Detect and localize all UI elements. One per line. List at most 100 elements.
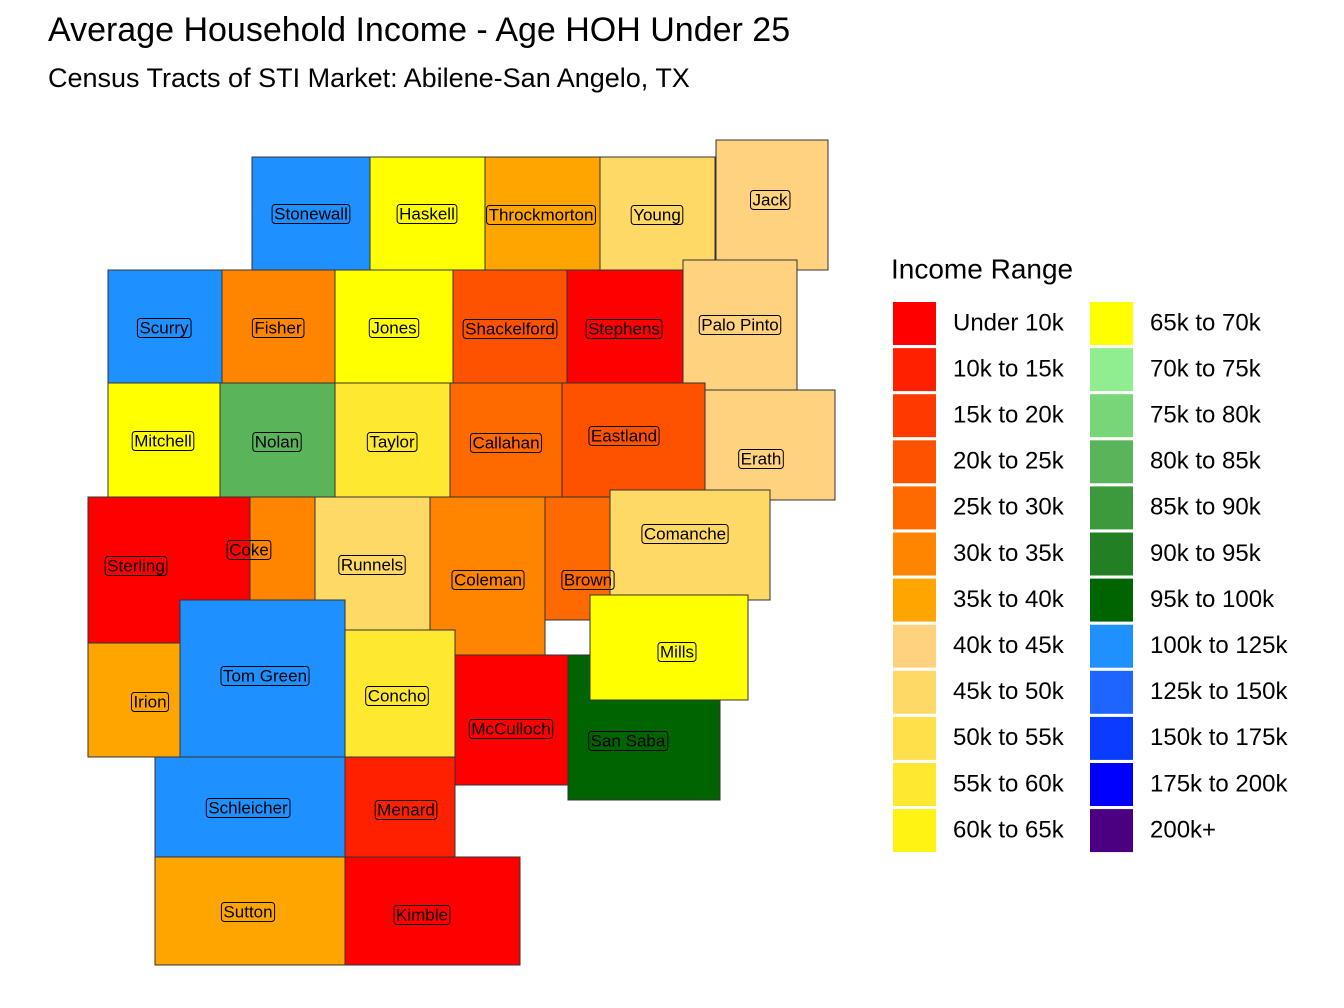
legend-swatch (1090, 670, 1133, 714)
county-label: Eastland (591, 426, 657, 445)
county-label: Brown (564, 570, 612, 589)
county-label-box (393, 904, 451, 925)
county-area (334, 269, 454, 384)
county-area (369, 156, 486, 271)
county-area (449, 382, 563, 498)
legend-swatch (893, 716, 936, 760)
legend-swatch (893, 763, 936, 806)
county-label-box (641, 523, 729, 544)
county-area (219, 382, 336, 498)
county-label: Callahan (472, 433, 539, 452)
county-label-box (205, 797, 291, 818)
county-label-box (630, 204, 684, 225)
county-label: Fisher (254, 318, 302, 337)
county-label-box (588, 425, 660, 446)
county-label: Kimble (396, 905, 448, 924)
title: Average Household Income - Age HOH Under… (48, 11, 790, 49)
county-area (179, 599, 346, 758)
legend-label: 90k to 95k (1150, 540, 1262, 567)
county-label: Mills (660, 642, 694, 661)
county-label-box (338, 554, 406, 575)
county-label: Palo Pinto (701, 315, 779, 334)
legend-label: 85k to 90k (1150, 494, 1262, 521)
county-label: McCulloch (471, 719, 550, 738)
county-label-box (220, 665, 310, 686)
legend-swatch (893, 624, 936, 668)
legend-label: 25k to 30k (953, 494, 1065, 521)
legend-label: Under 10k (953, 309, 1065, 336)
county-label: Coleman (454, 570, 522, 589)
county-area (107, 382, 221, 498)
county-label: Tom Green (223, 666, 307, 685)
county-label-box (368, 317, 420, 338)
legend-swatch (1090, 578, 1133, 622)
legend-swatch (893, 532, 936, 576)
legend-label: 10k to 15k (953, 355, 1065, 382)
county-label: Jack (753, 190, 788, 209)
legend-label: 35k to 40k (953, 586, 1065, 613)
county-area (154, 756, 346, 858)
legend-label: 30k to 35k (953, 540, 1065, 567)
legend-swatch (1090, 716, 1133, 760)
subtitle: Census Tracts of STI Market: Abilene-San… (48, 63, 690, 93)
county-label-box (585, 318, 663, 339)
county-label: Sterling (107, 556, 165, 575)
county-label-box (226, 539, 272, 560)
county-label: Nolan (255, 432, 299, 451)
legend-label: 60k to 65k (953, 816, 1065, 843)
county-label: Runnels (341, 555, 403, 574)
county-label-box (698, 314, 782, 335)
county-label-box (468, 718, 554, 739)
legend-label: 125k to 150k (1150, 678, 1288, 705)
legend-label: 95k to 100k (1150, 586, 1275, 613)
county-label-box (750, 189, 791, 210)
county-area (221, 269, 336, 384)
legend-swatch (1090, 394, 1133, 438)
legend-swatch (893, 440, 936, 484)
legend-swatch (893, 578, 936, 622)
county-label-box (374, 799, 438, 820)
county-area (429, 496, 546, 656)
county-label: Shackelford (465, 319, 555, 338)
legend-swatch (893, 809, 936, 853)
county-label: Young (633, 205, 681, 224)
county-label-box (588, 730, 669, 751)
county-area (484, 156, 601, 271)
county-label-box (252, 431, 302, 452)
legend-label: 150k to 175k (1150, 724, 1288, 751)
county-label: Stephens (588, 319, 660, 338)
legend-label: 40k to 45k (953, 632, 1065, 659)
county-label: Stonewall (274, 204, 348, 223)
legend-swatch (1090, 809, 1133, 853)
county-label-box (462, 318, 558, 339)
legend-label: 80k to 85k (1150, 448, 1262, 475)
map: Stonewall Haskell Throckmorton Young Jack Scu… (87, 139, 836, 966)
legend-swatch (893, 348, 936, 392)
county-label-box (366, 431, 418, 452)
county-label-box (486, 204, 596, 225)
county-label-box (271, 203, 351, 224)
legend-label: 45k to 50k (953, 678, 1065, 705)
county-label: Jones (371, 318, 416, 337)
legend-swatch (893, 486, 936, 530)
county-label-box (469, 432, 543, 453)
county-area (609, 489, 771, 601)
legend-label: 15k to 20k (953, 402, 1065, 429)
legend-label: 75k to 80k (1150, 402, 1262, 429)
county-label: Erath (741, 449, 782, 468)
legend-label: 50k to 55k (953, 724, 1065, 751)
county-label-box (130, 691, 170, 712)
legend-label: 200k+ (1150, 816, 1216, 843)
county-area (344, 856, 521, 966)
legend-swatch (1090, 302, 1133, 345)
county-area (452, 269, 568, 384)
legend-label: 70k to 75k (1150, 355, 1262, 382)
county-area (589, 594, 749, 701)
legend-label: 55k to 60k (953, 770, 1065, 797)
county-label-box (561, 569, 615, 590)
county-label-box (451, 569, 525, 590)
county-area (344, 629, 456, 758)
legend-label: 100k to 125k (1150, 632, 1288, 659)
county-label: Taylor (369, 432, 415, 451)
